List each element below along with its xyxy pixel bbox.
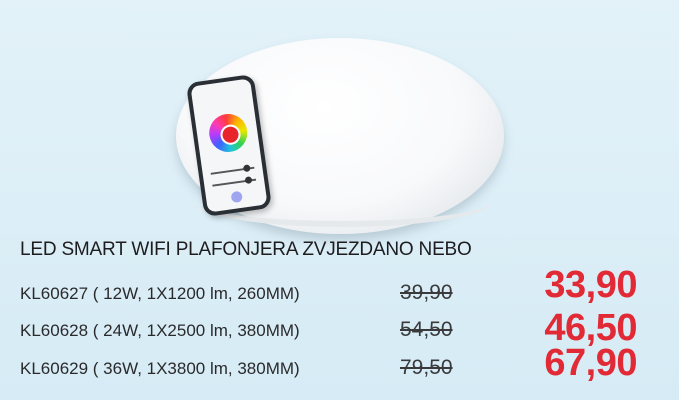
new-price: 67,90 xyxy=(544,342,637,384)
brightness-slider xyxy=(210,166,255,175)
color-wheel-icon xyxy=(206,111,250,155)
new-price: 33,90 xyxy=(544,264,637,306)
product-title: LED SMART WIFI PLAFONJERA ZVJEZDANO NEBO xyxy=(20,239,472,260)
power-button-icon xyxy=(230,190,243,204)
variant-spec: KL60627 ( 12W, 1X1200 lm, 260MM) xyxy=(20,284,300,303)
old-price: 54,50 xyxy=(400,318,453,341)
variant-spec: KL60629 ( 36W, 1X3800 lm, 380MM) xyxy=(20,359,300,378)
new-price: 46,50 xyxy=(544,307,637,349)
old-price: 79,50 xyxy=(400,356,453,379)
old-price: 39,90 xyxy=(400,281,453,304)
variant-spec: KL60628 ( 24W, 1X2500 lm, 380MM) xyxy=(20,321,300,340)
lamp-rim xyxy=(192,175,492,227)
temperature-slider xyxy=(212,178,257,187)
